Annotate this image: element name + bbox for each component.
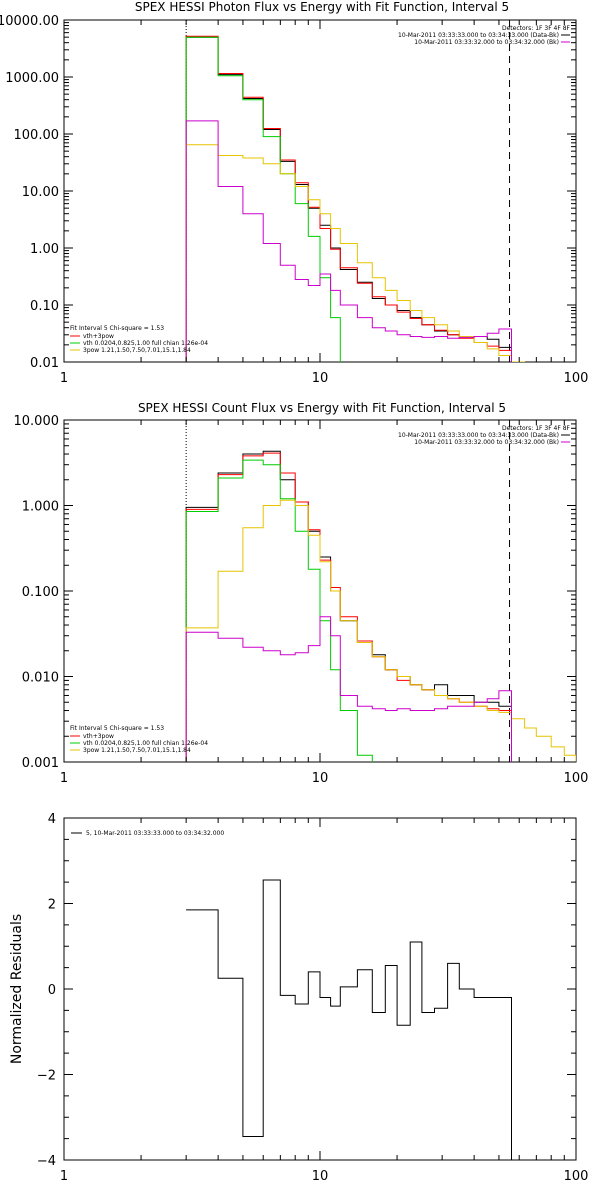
bk-legend: 10-Mar-2011 03:33:32.000 to 03:34:32.000… [414,39,559,46]
x-tick-label: 1 [60,371,68,386]
residuals-legend-label: 5, 10-Mar-2011 03:33:33.000 to 03:34:32.… [86,830,224,837]
y-tick-label: 0.100 [22,585,59,600]
plot-area [186,879,512,1160]
photon-flux-title: SPEX HESSI Photon Flux vs Energy with Fi… [135,0,509,14]
series-bk-line [185,120,512,362]
x-tick-label: 10 [312,1169,329,1184]
y-tick-label: −2 [37,1069,56,1084]
y-tick-label: 10.000 [14,414,60,429]
x-tick-label: 100 [564,371,589,386]
residuals-legend: 5, 10-Mar-2011 03:33:33.000 to 03:34:32.… [71,830,224,837]
count-flux-title: SPEX HESSI Count Flux vs Energy with Fit… [138,401,506,415]
y-tick-label: 100.00 [14,128,60,143]
data-bk-legend: 10-Mar-2011 03:33:33.000 to 03:34:33.000… [398,432,559,439]
count-flux-axes: 1 10 100 0.001 0.010 0.100 1.000 10.000 [14,414,589,786]
y-tick-label: 2 [48,898,56,913]
vth3pow-legend: vth+3pow [83,733,114,740]
series-3pow-line [185,144,526,362]
series-series-line [186,879,512,1160]
y-tick-label: 0.01 [30,356,59,371]
3pow-legend: 3pow 1.21,1.50,7.50,7.01,15.1,1.84 [83,747,191,754]
count-flux-panel: SPEX HESSI Count Flux vs Energy with Fit… [14,401,589,786]
photon-flux-plot-frame [63,19,577,363]
y-tick-label: 1.00 [30,242,59,257]
count-flux-legend-topright: Detectors: 1F 3F 4F 8F 10-Mar-2011 03:33… [398,425,571,446]
x-tick-label: 1 [60,771,68,786]
residuals-axes: 1 10 100 −4 −2 0 2 4 [37,812,589,1184]
plot-area [185,20,526,362]
series-bk-line [185,616,512,762]
x-tick-label: 100 [564,1169,589,1184]
detectors-label: Detectors: 1F 3F 4F 8F [502,425,571,432]
series-vth-3pow-line [185,452,512,762]
series-vth-3pow-line [185,35,512,362]
photon-flux-marks [185,20,526,362]
count-flux-marks [185,420,576,762]
y-tick-label: 0.001 [22,756,59,771]
series-data-bk-line [185,450,512,762]
plot-area [185,420,576,762]
data-bk-legend: 10-Mar-2011 03:33:33.000 to 03:34:33.000… [398,32,559,39]
residuals-panel: 1 10 100 −4 −2 0 2 4 Normalized Residuals 5, 10… [9,812,588,1184]
y-tick-label: 4 [48,812,56,827]
series-3pow-line [185,499,576,762]
detectors-label: Detectors: 1F 3F 4F 8F [502,25,571,32]
fit-interval-label: Fit Interval 5 Chi-square = 1.53 [70,725,164,732]
vth-legend: vth 0.0204,0.825,1.00 full chian 1.26e-0… [83,740,208,747]
3pow-legend: 3pow 1.21,1.50,7.50,7.01,15.1,1.84 [83,347,191,354]
series-data-bk-line [185,36,512,362]
residuals-marks [186,879,512,1160]
photon-flux-legend-topright: Detectors: 1F 3F 4F 8F 10-Mar-2011 03:33… [398,25,571,46]
photon-flux-legend-fit: Fit Interval 5 Chi-square = 1.53 vth+3po… [70,325,208,354]
y-tick-label: 10.00 [22,185,59,200]
photon-flux-panel: SPEX HESSI Photon Flux vs Energy with Fi… [0,0,588,386]
series-vth-line [185,459,373,762]
bk-legend: 10-Mar-2011 03:33:32.000 to 03:34:32.000… [414,439,559,446]
residuals-y-label: Normalized Residuals [9,914,25,1064]
vth3pow-legend: vth+3pow [83,333,114,340]
vth-legend: vth 0.0204,0.825,1.00 full chian 1.26e-0… [83,340,208,347]
y-tick-label: 1000.00 [5,71,59,86]
x-tick-label: 100 [564,771,589,786]
count-flux-legend-fit: Fit Interval 5 Chi-square = 1.53 vth+3po… [70,725,208,754]
y-tick-label: 1.000 [22,500,59,515]
y-tick-label: 0 [48,983,56,998]
photon-flux-axes: 1 10 100 0.01 0.10 1.00 10.00 100.00 1000.00 1000… [0,14,588,386]
y-tick-label: 0.010 [22,671,59,686]
x-tick-label: 10 [312,771,329,786]
x-tick-label: 1 [60,1169,68,1184]
y-tick-label: 0.10 [30,299,59,314]
y-tick-label: −4 [37,1154,56,1169]
fit-interval-label: Fit Interval 5 Chi-square = 1.53 [70,325,164,332]
series-vth-line [185,36,341,362]
y-tick-label: 10000.00 [0,14,59,29]
x-tick-label: 10 [312,371,329,386]
